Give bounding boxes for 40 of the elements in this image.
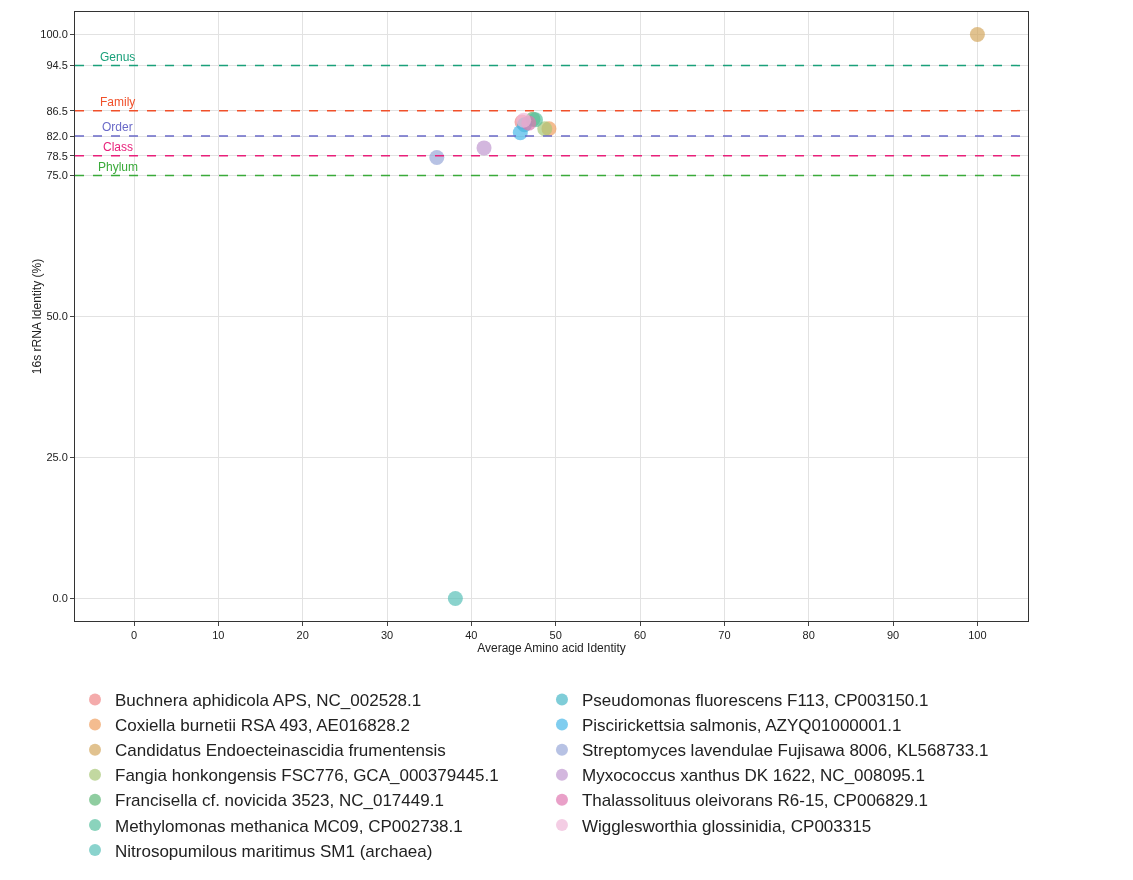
y-tick-label: 0.0: [52, 592, 68, 605]
legend-label: Piscirickettsia salmonis, AZYQ01000001.1: [581, 716, 902, 736]
y-tick-label: 82.0: [46, 129, 68, 142]
y-tick-label: 100.0: [40, 28, 68, 41]
legend-label: Coxiella burnetii RSA 493, AE016828.2: [115, 716, 410, 736]
legend-label: Myxococcus xanthus DK 1622, NC_008095.1: [581, 766, 925, 786]
y-tick-label: 75.0: [46, 169, 68, 182]
legend-label: Fangia honkongensis FSC776, GCA_000379445.1: [115, 766, 499, 786]
y-tick-label: 50.0: [46, 310, 68, 323]
y-axis-title: 16s rRNA Identity (%): [30, 258, 44, 375]
x-axis-title: Average Amino acid Identity: [477, 641, 626, 656]
y-tick-label: 94.5: [46, 59, 68, 72]
x-tick-label: 20: [296, 629, 309, 642]
legend-label: Methylomonas methanica MC09, CP002738.1: [115, 816, 463, 836]
legend-label: Wigglesworthia glossinidia, CP003315: [581, 816, 872, 836]
ref-line-label: Genus: [100, 50, 136, 64]
ref-line-label: Order: [102, 120, 133, 134]
x-tick-label: 0: [130, 629, 138, 642]
x-tick-label: 90: [886, 629, 900, 642]
x-tick-label: 70: [718, 629, 731, 642]
legend-label: Nitrosopumilous maritimus SM1 (archaea): [115, 841, 433, 861]
x-tick-label: 60: [633, 629, 647, 642]
ref-line-label: Family: [100, 95, 136, 109]
y-tick-label: 25.0: [46, 451, 68, 464]
ref-line-label: Class: [103, 140, 134, 154]
x-tick-label: 100: [968, 629, 987, 642]
legend-label: Francisella cf. novicida 3523, NC_017449.1: [115, 791, 444, 811]
legend-label: Pseudomonas fluorescens F113, CP003150.1: [581, 691, 929, 711]
y-tick-label: 86.5: [46, 104, 68, 117]
x-tick-label: 50: [549, 629, 562, 642]
legend-label: Streptomyces lavendulae Fujisawa 8006, KL568733.1: [581, 741, 989, 761]
x-tick-label: 10: [212, 629, 225, 642]
legend-label: Thalassolituus oleivorans R6-15, CP006829.1: [581, 791, 928, 811]
x-tick-label: 40: [465, 629, 478, 642]
legend-label: Candidatus Endoecteinascidia frumentensis: [115, 741, 446, 761]
ref-line-label: Phylum: [98, 160, 139, 174]
legend-label: Buchnera aphidicola APS, NC_002528.1: [115, 691, 422, 711]
x-tick-label: 80: [802, 629, 815, 642]
x-tick-label: 30: [380, 629, 394, 642]
y-tick-label: 78.5: [46, 149, 68, 162]
